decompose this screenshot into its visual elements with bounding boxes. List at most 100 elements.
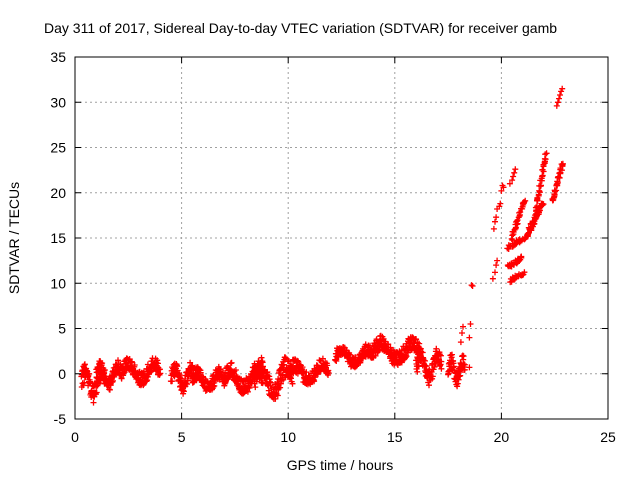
data-point	[325, 370, 332, 376]
data-point	[110, 377, 116, 384]
data-point	[494, 257, 501, 264]
data-point	[272, 395, 279, 402]
data-point	[405, 349, 411, 356]
data-point	[169, 378, 176, 385]
data-point	[96, 380, 103, 386]
data-point	[101, 367, 108, 374]
data-point	[554, 178, 561, 185]
data-point	[429, 373, 436, 380]
data-point	[415, 363, 422, 370]
data-point	[303, 369, 310, 376]
y-tick-label: 35	[50, 49, 66, 65]
data-point	[90, 399, 97, 406]
grid	[75, 57, 608, 419]
data-point	[144, 373, 151, 380]
data-point	[534, 203, 540, 210]
data-point	[539, 166, 546, 173]
data-point	[106, 386, 113, 393]
data-point	[244, 388, 251, 395]
data-point	[94, 375, 101, 381]
data-point	[517, 209, 524, 216]
data-point	[180, 388, 187, 395]
data-point	[559, 160, 566, 167]
data-point	[466, 334, 473, 341]
data-point	[416, 340, 423, 347]
data-point	[131, 362, 138, 368]
data-point	[461, 366, 468, 373]
data-point	[493, 262, 500, 269]
y-tick-label: 20	[50, 185, 66, 201]
data-point	[506, 180, 513, 187]
y-tick-label: 15	[50, 230, 66, 246]
data-point	[289, 380, 296, 387]
data-point	[93, 389, 100, 396]
data-point	[459, 330, 465, 336]
data-point	[492, 218, 498, 225]
data-point	[157, 370, 164, 377]
data-point	[522, 197, 529, 204]
data-point	[210, 383, 217, 390]
data-point	[223, 377, 230, 384]
data-point	[332, 357, 339, 364]
data-point	[500, 184, 507, 191]
data-point	[324, 362, 331, 369]
data-point	[456, 373, 463, 380]
x-tick-label: 10	[280, 429, 296, 445]
data-point	[450, 363, 457, 370]
data-point	[460, 353, 467, 360]
data-point	[277, 384, 284, 391]
data-point	[413, 336, 420, 343]
data-point	[253, 378, 260, 385]
data-point	[414, 368, 421, 375]
data-point	[258, 354, 265, 361]
data-point	[538, 182, 544, 189]
y-tick-label: 25	[50, 140, 66, 156]
data-point	[516, 258, 523, 264]
data-point	[260, 363, 266, 370]
data-point	[489, 275, 496, 282]
data-point	[196, 366, 203, 373]
data-point	[438, 365, 445, 372]
data-point	[556, 95, 562, 102]
data-point	[511, 169, 518, 176]
x-tick-label: 15	[387, 429, 403, 445]
data-point	[552, 188, 558, 195]
y-tick-label: 30	[50, 94, 66, 110]
x-tick-label: 20	[494, 429, 510, 445]
data-point	[184, 381, 190, 388]
data-point	[362, 341, 369, 348]
data-point	[559, 85, 566, 92]
data-point	[87, 378, 94, 385]
data-point	[460, 323, 466, 330]
data-point	[280, 361, 287, 368]
data-point	[514, 217, 521, 224]
data-point	[469, 283, 476, 289]
data-point	[516, 209, 523, 216]
data-point	[540, 201, 547, 208]
data-point	[184, 377, 191, 384]
data-point	[496, 203, 503, 210]
data-point	[521, 269, 528, 276]
data-point	[359, 355, 366, 362]
data-point	[311, 378, 318, 385]
data-point	[419, 349, 426, 356]
data-point	[518, 254, 525, 261]
data-point	[426, 382, 432, 389]
data-point	[433, 345, 440, 352]
data-point	[493, 214, 500, 221]
data-point	[319, 355, 326, 362]
y-tick-label: 10	[50, 275, 66, 291]
data-point	[232, 367, 239, 373]
data-point	[542, 151, 549, 158]
data-point	[385, 341, 392, 348]
y-axis-label: SDTVAR / TECUs	[6, 182, 22, 294]
data-point	[86, 371, 93, 377]
data-point	[466, 364, 473, 371]
data-point	[558, 88, 565, 95]
x-tick-label: 5	[178, 429, 186, 445]
data-point	[197, 369, 204, 376]
data-point	[148, 368, 154, 375]
data-point	[513, 218, 520, 225]
data-point	[437, 352, 444, 359]
